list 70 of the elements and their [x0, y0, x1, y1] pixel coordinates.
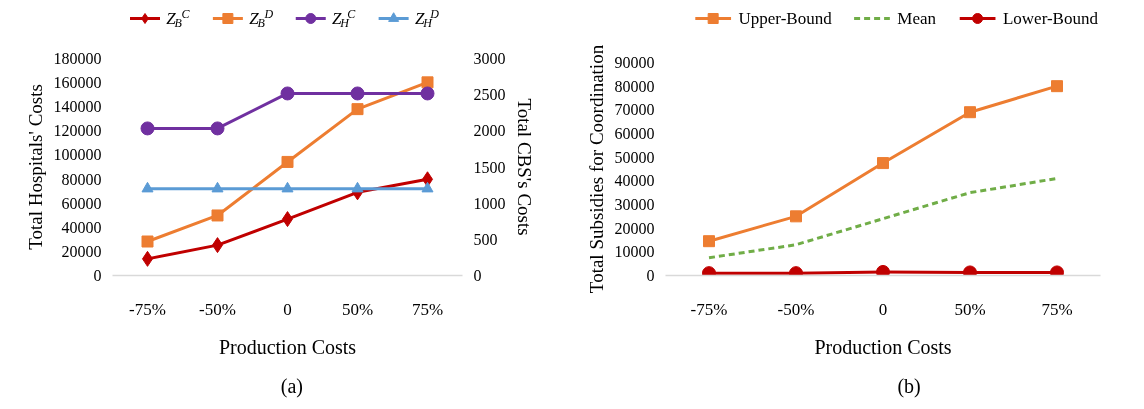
legend-label: Mean	[897, 9, 937, 28]
point	[281, 181, 294, 193]
x-tick-label: 75%	[411, 299, 444, 319]
point	[420, 86, 435, 101]
y2-axis-title: Total CBS's Costs	[513, 98, 535, 236]
point	[211, 209, 224, 222]
x-tick-label: -75%	[690, 299, 728, 319]
point	[210, 121, 225, 136]
y2-tick-label: 500	[473, 230, 498, 248]
y2-tick-label: 3000	[473, 50, 506, 67]
x-tick-label: 0	[283, 299, 292, 319]
legend-label: Lower-Bound	[1002, 9, 1099, 28]
y-tick-label: 0	[93, 267, 102, 284]
point	[140, 121, 155, 136]
x-tick-label: 0	[878, 299, 888, 319]
x-tick-label: 75%	[1041, 299, 1073, 319]
y-tick-label: 80000	[61, 170, 102, 188]
x-axis-title: Production Costs	[814, 335, 952, 358]
y-tick-label: 20000	[61, 242, 102, 260]
point	[351, 103, 364, 116]
point	[964, 106, 976, 119]
y-axis-title: Total Subsidies for Coordination	[585, 44, 607, 294]
y-tick-label: 180000	[53, 50, 102, 67]
y2-tick-label: 1000	[473, 194, 506, 212]
point	[421, 76, 434, 89]
y-tick-label: 120000	[53, 122, 102, 140]
point	[876, 264, 890, 276]
x-tick-label: 50%	[341, 299, 374, 319]
y-tick-label: 140000	[53, 98, 102, 116]
text: (a)	[280, 374, 303, 398]
y-tick-label: 160000	[53, 74, 102, 92]
point	[703, 235, 715, 248]
point	[141, 181, 154, 193]
point	[790, 210, 802, 223]
point	[877, 157, 889, 170]
y-tick-label: 100000	[53, 146, 102, 164]
y-tick-label: 0	[646, 267, 655, 284]
x-tick-label: 50%	[954, 299, 986, 319]
y2-tick-label: 2000	[473, 122, 506, 140]
point	[141, 235, 154, 248]
text: (b)	[897, 374, 921, 398]
y-tick-label: 10000	[614, 243, 655, 261]
x-tick-label: -75%	[129, 299, 166, 319]
y-tick-label: 20000	[614, 219, 655, 237]
point	[280, 86, 295, 101]
point	[1051, 80, 1063, 93]
point	[1050, 265, 1064, 276]
y-tick-label: 90000	[614, 54, 655, 71]
y-tick-label: 40000	[61, 218, 102, 236]
x-tick-label: -50%	[777, 299, 815, 319]
y-tick-label: 60000	[61, 194, 102, 212]
legend-label: Upper-Bound	[738, 9, 833, 28]
point	[281, 155, 294, 168]
y2-tick-label: 0	[473, 267, 482, 284]
point	[211, 181, 224, 193]
y2-tick-label: 2500	[473, 86, 506, 104]
point	[421, 181, 434, 193]
y-tick-label: 70000	[614, 101, 655, 119]
point	[351, 181, 364, 193]
y-tick-label: 30000	[614, 196, 655, 213]
y2-tick-label: 1500	[473, 158, 506, 176]
y-tick-label: 60000	[614, 125, 655, 142]
y-tick-label: 50000	[614, 148, 655, 166]
y-axis-title: Total Hospitals' Costs	[24, 84, 46, 250]
point	[350, 86, 365, 101]
point	[963, 265, 977, 276]
x-tick-label: -50%	[199, 299, 236, 319]
y-tick-label: 40000	[614, 172, 655, 190]
y-tick-label: 80000	[614, 77, 655, 95]
x-axis-title: Production Costs	[218, 335, 357, 358]
